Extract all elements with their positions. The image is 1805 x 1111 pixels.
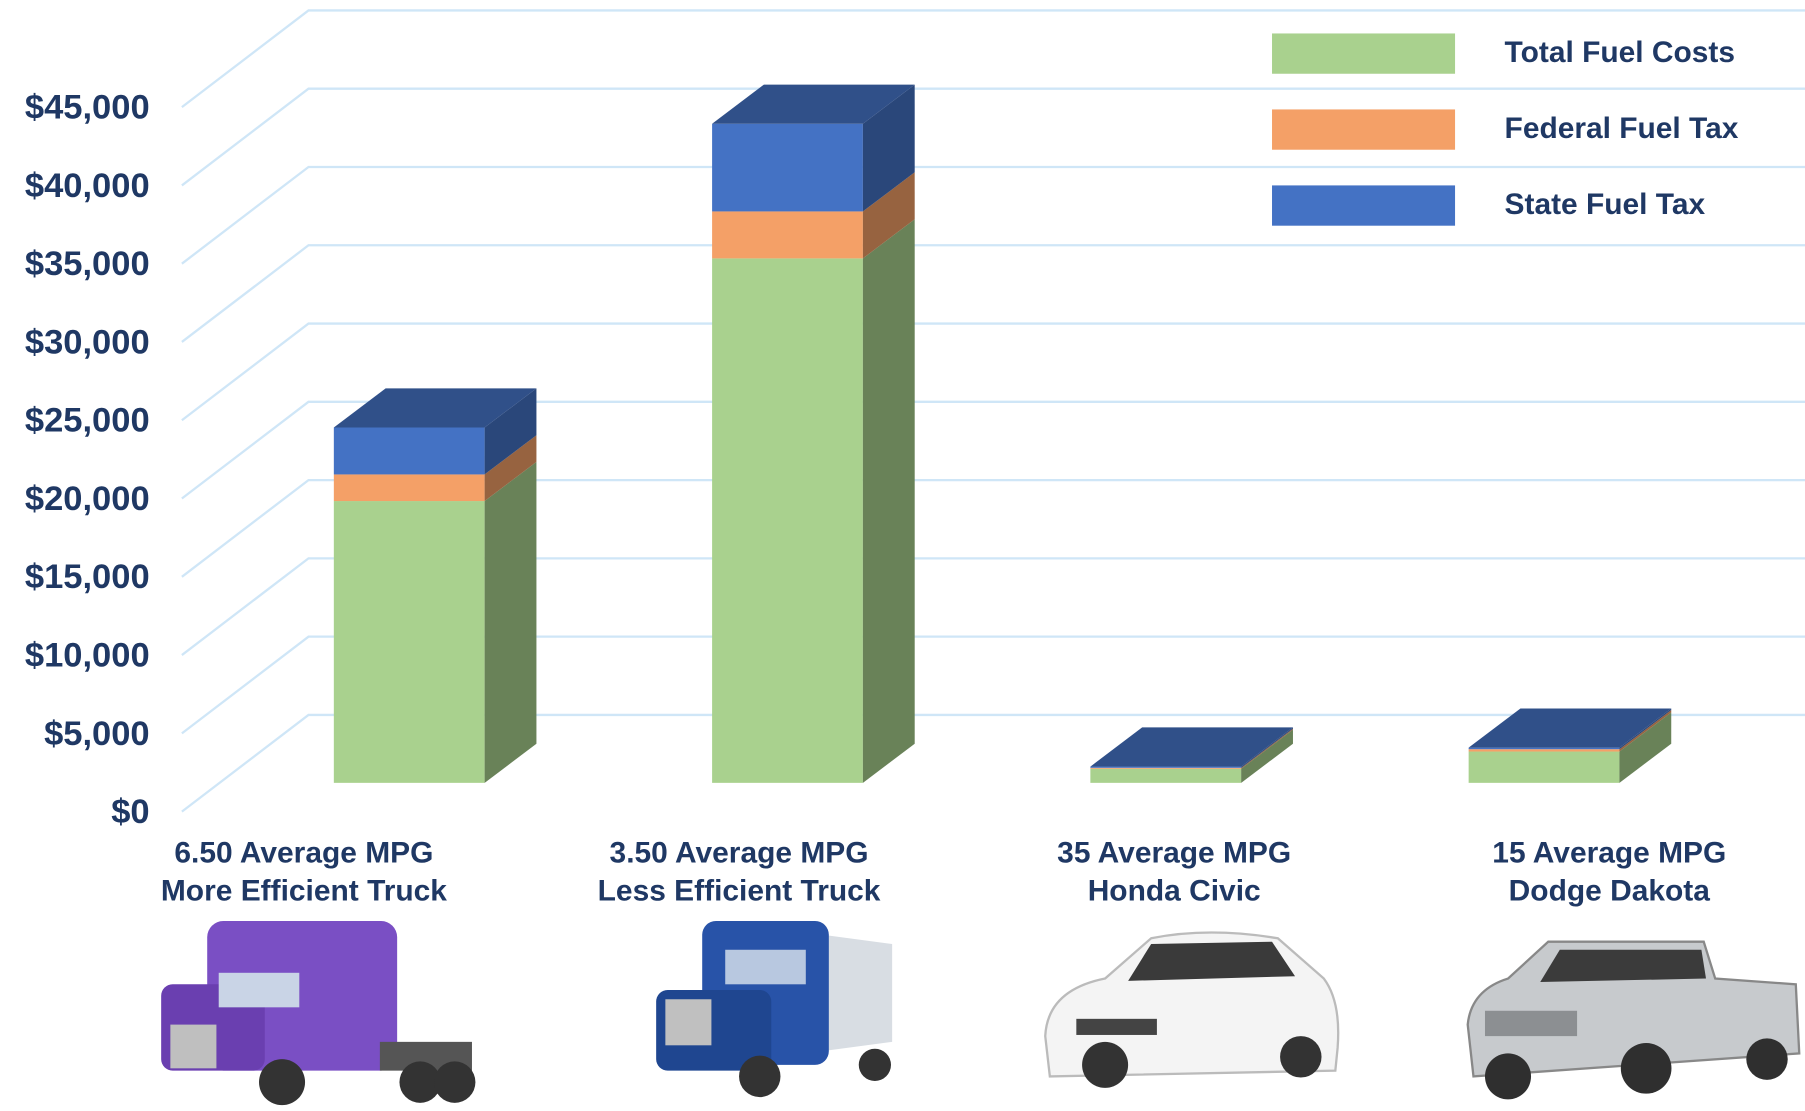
- bar-side: [484, 461, 537, 783]
- bar-segment: [1090, 768, 1242, 783]
- bar-segment: [712, 258, 863, 783]
- x-tick-label: 15 Average MPG Dodge Dakota: [1492, 834, 1727, 908]
- grid-line: [181, 478, 1805, 578]
- bar-segment: [333, 474, 485, 502]
- legend-label: Federal Fuel Tax: [1505, 112, 1739, 145]
- y-tick-label: $20,000: [25, 480, 150, 518]
- legend-swatch: [1272, 185, 1456, 226]
- x-tick-label-box: 15 Average MPG Dodge Dakota: [1492, 834, 1727, 908]
- bar-top: [1468, 708, 1672, 748]
- y-tick-label: $35,000: [25, 245, 150, 283]
- x-tick-label-box: 35 Average MPG Honda Civic: [1057, 834, 1292, 908]
- bar-segment: [712, 211, 863, 259]
- grid-line: [181, 400, 1805, 500]
- legend-label: State Fuel Tax: [1505, 188, 1706, 221]
- bar-side: [484, 388, 537, 475]
- grid-line: [181, 557, 1805, 656]
- bar-segment: [1468, 747, 1620, 750]
- x-tick-label-box: 6.50 Average MPG More Efficient Truck: [160, 834, 447, 908]
- y-tick-label: $45,000: [25, 89, 150, 127]
- x-tick-label: 6.50 Average MPG More Efficient Truck: [160, 834, 447, 908]
- y-tick-label: $10,000: [25, 637, 150, 675]
- silver-pickup-image: [1466, 940, 1801, 1100]
- legend-label: Total Fuel Costs: [1505, 36, 1735, 69]
- y-tick-label: $15,000: [25, 558, 150, 596]
- y-tick-label: $40,000: [25, 167, 150, 205]
- bar-side: [1619, 710, 1672, 752]
- y-tick-label: $30,000: [25, 323, 150, 361]
- y-tick-label: $0: [111, 793, 149, 831]
- bar-segment: [1468, 749, 1620, 752]
- bar-side: [1241, 729, 1293, 783]
- bar-side: [1241, 727, 1293, 768]
- purple-truck-image: [161, 920, 476, 1106]
- bar-segment: [333, 427, 485, 475]
- y-tick-label: $5,000: [44, 715, 150, 753]
- bar-top: [1090, 727, 1293, 767]
- x-tick-label: 35 Average MPG Honda Civic: [1057, 834, 1292, 908]
- grid-line: [181, 635, 1805, 735]
- x-tick-label: 3.50 Average MPG Less Efficient Truck: [597, 834, 881, 908]
- bar-segment: [712, 123, 863, 212]
- legend: Total Fuel Costs Federal Fuel Tax State Fu…: [1272, 33, 1739, 226]
- bar-side: [1619, 712, 1672, 783]
- white-car-image: [1044, 931, 1340, 1088]
- grid-line: [181, 87, 1805, 187]
- bar-segment: [1090, 767, 1242, 769]
- bar-side: [862, 84, 915, 212]
- bar-segment: [333, 501, 485, 783]
- blue-truck-image: [656, 920, 893, 1098]
- legend-swatch: [1272, 109, 1456, 150]
- bar-top: [712, 84, 915, 124]
- vehicle-images: [161, 920, 1801, 1106]
- bar-side: [1241, 728, 1293, 769]
- grid-line: [181, 9, 1805, 109]
- bar-side: [484, 435, 537, 502]
- bar-segment: [1468, 751, 1620, 783]
- bar-side: [862, 172, 915, 259]
- bar-side: [862, 219, 915, 783]
- legend-swatch: [1272, 33, 1456, 74]
- grid-line: [181, 244, 1805, 343]
- bar-side: [1619, 708, 1672, 750]
- bars: [333, 84, 1672, 783]
- bar-top: [333, 388, 537, 428]
- x-tick-label-box: 3.50 Average MPG Less Efficient Truck: [597, 834, 881, 908]
- grid-line: [181, 165, 1805, 265]
- bar-segment: [1090, 766, 1242, 768]
- grid: [181, 9, 1805, 813]
- labels: $0 $5,000 $10,000 $15,000 $20,000 $25,000 $30,…: [25, 89, 1727, 908]
- grid-line: [181, 322, 1805, 422]
- y-tick-label: $25,000: [25, 402, 150, 440]
- grid-line: [181, 713, 1805, 813]
